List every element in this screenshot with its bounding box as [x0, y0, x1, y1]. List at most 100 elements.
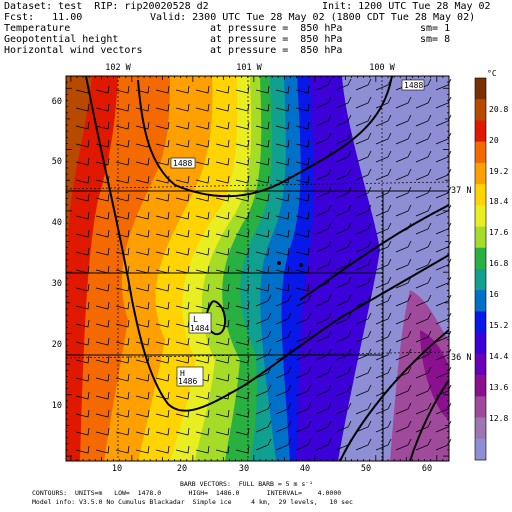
wind-barb: [315, 294, 332, 307]
wind-barb: [95, 229, 110, 238]
y-tick-label: 60: [52, 97, 62, 107]
wind-barb: [275, 330, 292, 343]
wind-barb: [335, 114, 352, 127]
wind-barb: [335, 132, 352, 145]
wind-barb: [155, 193, 170, 202]
wind-barb: [275, 402, 292, 415]
wind-barb: [215, 211, 230, 220]
wind-barb: [235, 139, 250, 148]
wind-barb: [355, 240, 372, 253]
wind-barb: [435, 348, 452, 361]
valid-time-label: Valid: 2300 UTC Tue 28 May 02 (1800 CDT …: [150, 12, 476, 23]
wind-barb: [355, 204, 372, 217]
x-tick-label: 10: [112, 464, 122, 474]
wind-barb: [75, 355, 90, 364]
field-temperature-smoothing: sm= 1: [420, 23, 451, 34]
wind-barb: [355, 384, 372, 397]
wind-barb: [175, 247, 190, 256]
colorbar-label: 16: [489, 290, 499, 300]
wind-barb: [75, 319, 90, 328]
wind-barb: [435, 420, 452, 433]
wind-barb: [135, 319, 150, 328]
wind-barb: [215, 139, 230, 148]
wind-barb: [415, 312, 432, 325]
x-tick-label: 50: [361, 464, 371, 474]
wind-barb: [375, 366, 392, 379]
wind-barb: [75, 283, 90, 292]
field-temperature-label: Temperature: [4, 23, 71, 34]
wind-barb: [295, 312, 312, 325]
wind-barb: [255, 211, 270, 220]
wind-barb: [375, 258, 392, 271]
wind-barb: [275, 121, 290, 130]
field-temperature-level: at pressure = 850 hPa: [210, 23, 343, 34]
wind-barb: [195, 211, 210, 220]
field-wind-level: at pressure = 850 hPa: [210, 45, 343, 56]
wind-barb: [315, 150, 332, 163]
wind-barb: [75, 157, 90, 166]
wind-barb: [175, 301, 190, 310]
wind-barb: [155, 247, 170, 256]
wind-barb: [135, 301, 150, 310]
wind-barb: [215, 301, 230, 310]
wind-barb: [75, 193, 90, 202]
wind-barb: [95, 283, 110, 292]
wind-barb: [395, 438, 412, 451]
wind-barb: [335, 96, 352, 109]
wind-barb: [115, 265, 130, 274]
wind-barb: [415, 132, 432, 145]
wind-barb: [315, 438, 332, 451]
wind-barb: [115, 373, 130, 382]
wind-barb: [315, 258, 332, 271]
wind-barb: [155, 121, 170, 130]
wind-barb: [375, 330, 392, 343]
wind-barb: [295, 420, 312, 433]
wind-barb: [435, 312, 452, 325]
wind-barb: [375, 132, 392, 145]
wind-barb: [295, 438, 312, 451]
station-dots: [277, 261, 303, 267]
state-boundaries: [66, 190, 449, 461]
field-height-smoothing: sm= 8: [420, 34, 451, 45]
wind-barb: [75, 265, 90, 274]
colorbar-swatch: [475, 184, 486, 206]
wind-barb: [75, 427, 90, 436]
wind-barb: [155, 373, 170, 382]
wind-barb: [135, 175, 150, 184]
wind-barb: [415, 438, 432, 451]
colorbar-swatch: [475, 78, 486, 100]
colorbar-swatch: [475, 162, 486, 185]
wind-barb: [335, 312, 352, 325]
wind-barb: [295, 247, 310, 256]
wind-barb: [135, 247, 150, 256]
wind-barb: [155, 427, 170, 436]
wind-barb: [275, 193, 290, 202]
wind-barb: [235, 265, 250, 274]
wind-barb: [415, 402, 432, 415]
wind-barb: [335, 366, 352, 379]
wind-barb: [415, 258, 432, 271]
wind-barb: [115, 85, 130, 94]
wind-barb: [395, 168, 412, 181]
wind-barb: [335, 168, 352, 181]
wind-barb: [295, 330, 312, 343]
colorbar-unit: °C: [487, 69, 497, 78]
wind-barb: [175, 337, 190, 346]
wind-barb: [95, 211, 110, 220]
wind-barb: [375, 78, 392, 91]
wind-barb: [235, 409, 250, 418]
y-tick-label: 20: [52, 340, 62, 350]
wind-barb: [135, 445, 150, 454]
contour-info: CONTOURS: UNITS=m LOW= 1478.0 HIGH= 1486…: [32, 489, 342, 497]
wind-barb: [195, 175, 210, 184]
wind-barb: [95, 409, 110, 418]
wind-barb: [95, 103, 110, 112]
wind-barb: [155, 139, 170, 148]
wind-barb: [115, 139, 130, 148]
wind-barb: [355, 312, 372, 325]
wind-barb: [175, 445, 190, 454]
wind-barb: [255, 247, 270, 256]
wind-barb: [115, 283, 130, 292]
wind-barb: [255, 193, 270, 202]
